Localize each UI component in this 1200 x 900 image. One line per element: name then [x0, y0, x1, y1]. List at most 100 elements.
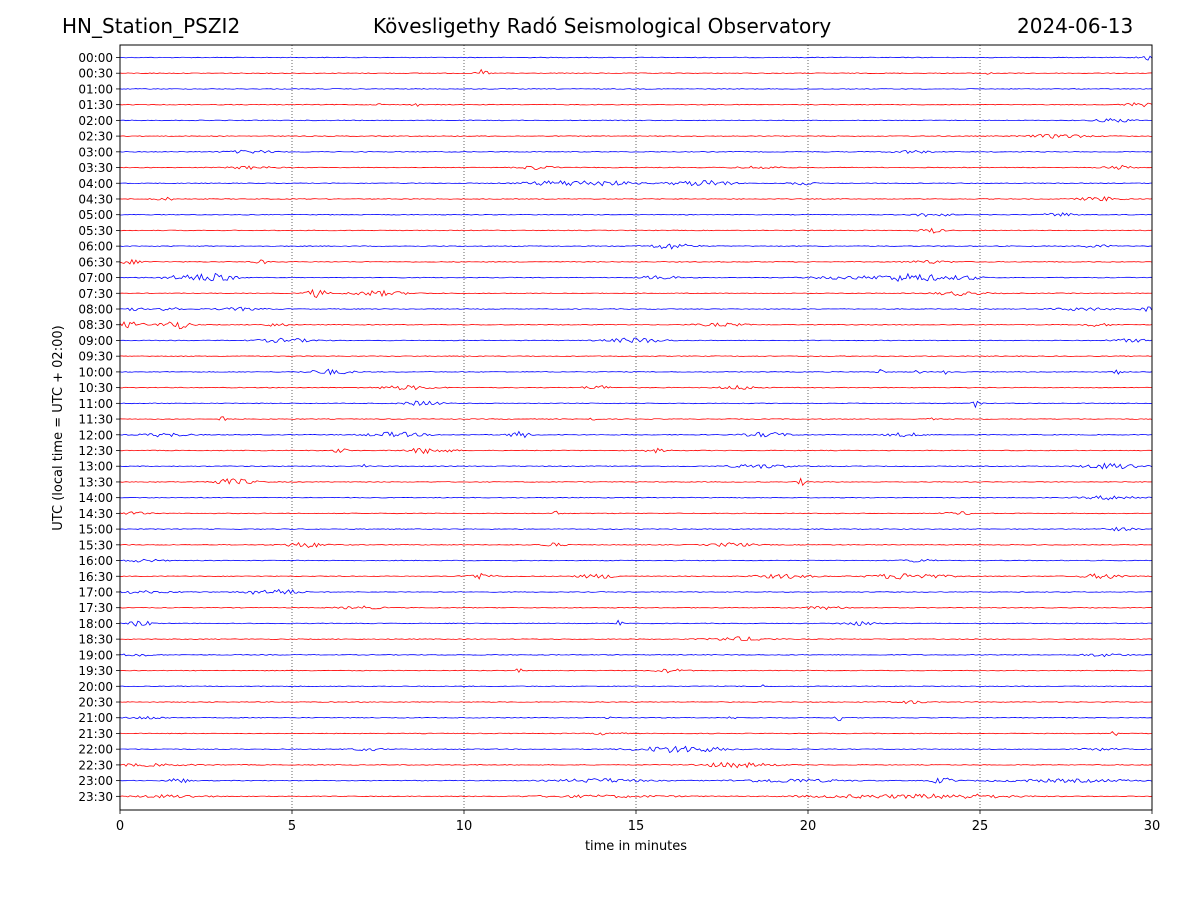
- chart-date: 2024-06-13: [1017, 14, 1134, 38]
- trace-1130: [119, 416, 1153, 421]
- trace-0230: [119, 134, 1153, 139]
- x-axis-ticks: 0 5 10 15 20 25 30: [116, 810, 1160, 834]
- row-label-1030: 10:30: [78, 381, 113, 395]
- row-label-1230: 12:30: [78, 444, 113, 458]
- row-label-0400: 04:00: [78, 177, 113, 191]
- trace-2030: [119, 700, 1153, 705]
- trace-0330: [119, 164, 1153, 170]
- row-label-0230: 02:30: [78, 130, 113, 144]
- row-label-1700: 17:00: [78, 585, 113, 599]
- y-axis-label: UTC (local time = UTC + 02:00): [51, 325, 66, 530]
- trace-0900: [119, 337, 1153, 344]
- row-label-0530: 05:30: [78, 224, 113, 238]
- row-label-0300: 03:00: [78, 145, 113, 159]
- x-tick-label-20: 20: [800, 819, 817, 834]
- observatory-title: Kövesligethy Radó Seismological Observat…: [373, 14, 832, 38]
- trace-1400: [119, 495, 1153, 501]
- trace-2100: [119, 715, 1153, 722]
- row-label-1000: 10:00: [78, 365, 113, 379]
- trace-1030: [119, 384, 1153, 391]
- row-label-1430: 14:30: [78, 507, 113, 521]
- x-tick-label-25: 25: [972, 819, 989, 834]
- row-label-0000: 00:00: [78, 51, 113, 65]
- seismic-traces: [119, 55, 1153, 799]
- row-label-1930: 19:30: [78, 664, 113, 678]
- row-label-0130: 01:30: [78, 98, 113, 112]
- row-label-0930: 09:30: [78, 350, 113, 364]
- trace-0000: [119, 55, 1153, 61]
- trace-0030: [119, 68, 1153, 75]
- trace-2130: [119, 731, 1153, 736]
- row-label-0030: 00:30: [78, 67, 113, 81]
- row-label-2030: 20:30: [78, 696, 113, 710]
- x-axis-label: time in minutes: [585, 839, 687, 854]
- trace-1800: [119, 619, 1153, 627]
- row-label-1630: 16:30: [78, 570, 113, 584]
- row-label-0430: 04:30: [78, 192, 113, 206]
- trace-0930: [119, 355, 1153, 357]
- trace-1900: [119, 653, 1153, 658]
- trace-1730: [119, 605, 1153, 611]
- x-tick-label-5: 5: [288, 819, 296, 834]
- x-tick-label-15: 15: [628, 819, 645, 834]
- row-label-1330: 13:30: [78, 475, 113, 489]
- trace-2330: [119, 793, 1153, 799]
- row-label-0730: 07:30: [78, 287, 113, 301]
- row-label-1400: 14:00: [78, 491, 113, 505]
- trace-1600: [119, 558, 1153, 563]
- row-label-1600: 16:00: [78, 554, 113, 568]
- trace-0700: [119, 272, 1153, 283]
- row-label-1300: 13:00: [78, 460, 113, 474]
- row-label-1900: 19:00: [78, 648, 113, 662]
- row-label-1130: 11:30: [78, 413, 113, 427]
- x-tick-label-30: 30: [1144, 819, 1161, 834]
- trace-1830: [119, 636, 1153, 642]
- trace-0130: [119, 102, 1153, 108]
- row-label-1100: 11:00: [78, 397, 113, 411]
- row-label-1530: 15:30: [78, 538, 113, 552]
- trace-2200: [119, 745, 1153, 754]
- row-label-2100: 21:00: [78, 711, 113, 725]
- trace-0100: [119, 88, 1153, 90]
- row-label-1500: 15:00: [78, 523, 113, 537]
- row-label-1730: 17:30: [78, 601, 113, 615]
- trace-1630: [119, 572, 1152, 580]
- row-label-2200: 22:00: [78, 743, 113, 757]
- trace-1300: [119, 462, 1153, 470]
- vertical-gridlines: [291, 45, 981, 810]
- trace-1500: [119, 526, 1153, 532]
- x-tick-label-0: 0: [116, 819, 124, 834]
- row-label-2000: 20:00: [78, 680, 113, 694]
- row-label-0600: 06:00: [78, 240, 113, 254]
- trace-0600: [119, 243, 1153, 250]
- row-label-2130: 21:30: [78, 727, 113, 741]
- trace-1230: [119, 447, 1153, 455]
- trace-1700: [119, 588, 1153, 595]
- trace-2000: [119, 684, 1153, 688]
- row-label-2230: 22:30: [78, 758, 113, 772]
- row-label-0630: 06:30: [78, 255, 113, 269]
- trace-1330: [119, 477, 1153, 487]
- trace-0800: [119, 306, 1153, 313]
- row-label-0100: 01:00: [78, 82, 113, 96]
- trace-0630: [119, 258, 1153, 265]
- trace-0200: [119, 118, 1153, 123]
- trace-1000: [119, 368, 1153, 376]
- row-label-0500: 05:00: [78, 208, 113, 222]
- row-label-0800: 08:00: [78, 303, 113, 317]
- row-label-0830: 08:30: [78, 318, 113, 332]
- row-label-0900: 09:00: [78, 334, 113, 348]
- trace-0730: [119, 288, 1153, 298]
- trace-0400: [119, 179, 1153, 187]
- station-name: HN_Station_PSZI2: [62, 14, 241, 38]
- trace-0530: [119, 227, 1153, 234]
- trace-1200: [119, 430, 1153, 439]
- row-label-0200: 02:00: [78, 114, 113, 128]
- trace-2230: [119, 761, 1153, 769]
- trace-0830: [119, 321, 1153, 330]
- row-label-0330: 03:30: [78, 161, 113, 175]
- row-label-2330: 23:30: [78, 790, 113, 804]
- trace-1530: [119, 541, 1153, 549]
- row-label-2300: 23:00: [78, 774, 113, 788]
